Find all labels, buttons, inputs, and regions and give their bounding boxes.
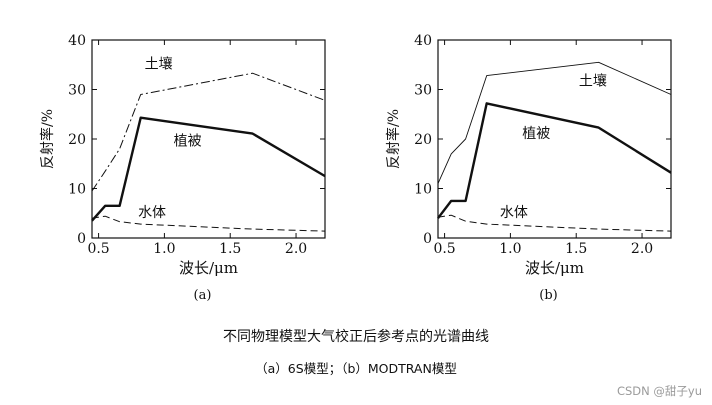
series-line-soil	[91, 72, 326, 192]
series-label-water: 水体	[500, 205, 528, 221]
plot-frame-a	[91, 39, 326, 239]
y-tick-label: 40	[68, 33, 86, 49]
x-tick-label: 2.0	[285, 241, 307, 257]
series-line-vegetation	[91, 116, 326, 222]
chart-panel-b: 0 10 20 30 40 0.5 1.0 1.5 2.0 波长/μm 反射率/% (b) 土壤植被水体	[346, 0, 702, 305]
y-tick-label: 10	[414, 182, 432, 198]
figure-caption-title: 不同物理模型大气校正后参考点的光谱曲线	[223, 329, 489, 345]
x-tick-label: 0.5	[433, 241, 455, 257]
series-label-water: 水体	[138, 205, 166, 221]
y-tick-label: 20	[414, 132, 432, 148]
x-tick-label: 1.0	[153, 241, 175, 257]
plot-frame-b	[437, 39, 672, 239]
x-tick-label: 2.0	[631, 241, 653, 257]
panel-label: (b)	[539, 288, 557, 303]
series-line-soil	[437, 61, 672, 184]
series-line-water	[437, 214, 672, 232]
x-tick-label: 1.5	[219, 241, 241, 257]
y-tick-label: 10	[68, 182, 86, 198]
y-axis-label: 反射率/%	[39, 109, 56, 169]
series-label-soil: 土壤	[145, 56, 173, 73]
series-line-vegetation	[437, 102, 672, 219]
x-tick-label: 0.5	[87, 241, 109, 257]
y-tick-label: 30	[68, 83, 86, 99]
panel-label: (a)	[194, 288, 212, 303]
y-tick-label: 0	[423, 231, 432, 247]
series-label-vegetation: 植被	[522, 126, 550, 142]
watermark: CSDN @甜子yu	[616, 384, 702, 398]
x-tick-label: 1.0	[499, 241, 521, 257]
y-axis-label: 反射率/%	[385, 109, 402, 169]
chart-panel-a: 0 10 20 30 40 0.5 1.0 1.5 2.0 波长/μm 反射率/% (a) 土壤植被水体	[0, 0, 356, 305]
x-tick-label: 1.5	[565, 241, 587, 257]
figure-caption-subtitle: （a）6S模型；（b）MODTRAN模型	[255, 361, 457, 376]
series-label-vegetation: 植被	[174, 133, 202, 149]
series-line-water	[91, 215, 326, 232]
x-axis-label: 波长/μm	[525, 259, 584, 277]
series-label-soil: 土壤	[579, 73, 607, 90]
y-tick-label: 40	[414, 33, 432, 49]
y-tick-label: 20	[68, 132, 86, 148]
x-axis-label: 波长/μm	[179, 259, 238, 277]
y-tick-label: 0	[77, 231, 86, 247]
y-tick-label: 30	[414, 83, 432, 99]
